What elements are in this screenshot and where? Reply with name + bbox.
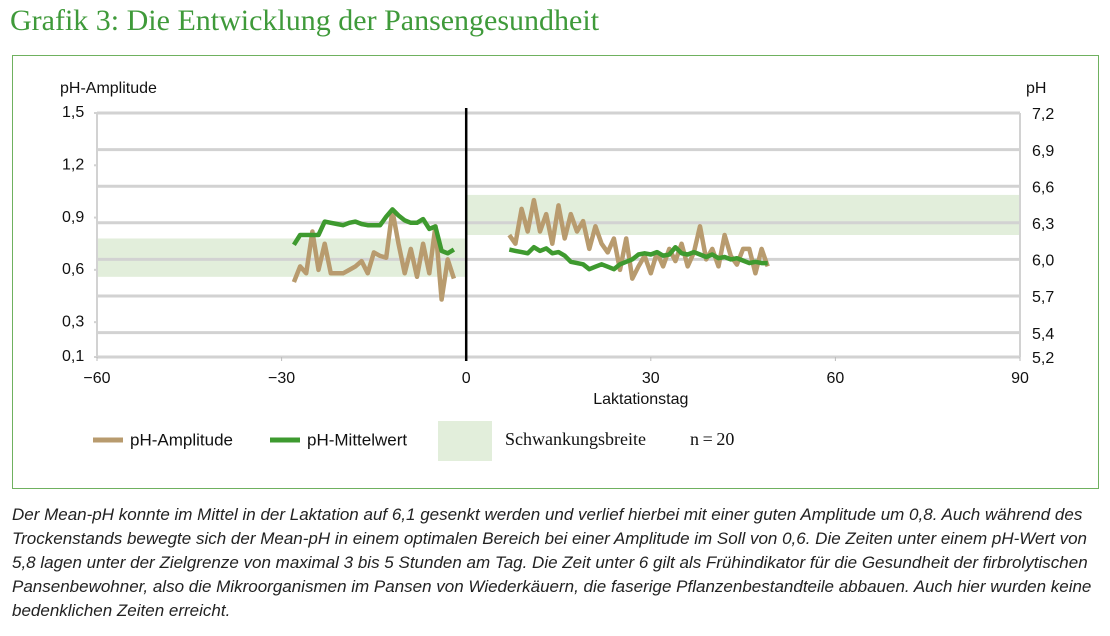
y2-tick-label: 6,9 [1032,143,1054,160]
legend-label: Schwankungsbreite [505,429,646,449]
x-tick-label: 90 [1011,370,1029,387]
y-tick-label: 1,5 [62,104,84,121]
x-tick-label: 60 [827,370,845,387]
legend-label: pH-Amplitude [130,430,233,449]
y2-tick-label: 6,3 [1032,216,1054,233]
y2-tick-label: 7,2 [1032,106,1054,123]
y-tick-label: 0,6 [62,261,84,278]
chart: 7,2 6,9 6,6 6,3 6,0 5,7 5,4 5,2 1,5 1,2 0,9 0,6 0,3 0… [60,80,1054,461]
y2-axis-label: pH [1026,80,1046,97]
y-axis-label: pH-Amplitude [60,80,157,97]
y-tick-label: 0,1 [62,348,84,365]
x-tick-label: −30 [268,370,295,387]
legend-label: pH-Mittelwert [307,430,407,449]
y2-tick-label: 5,2 [1032,350,1054,367]
y2-tick-label: 5,7 [1032,289,1054,306]
x-axis-label: Laktationstag [593,391,688,408]
chart-title: Grafik 3: Die Entwicklung der Pansengesu… [10,4,600,37]
series-line [291,207,456,256]
y2-tick-label: 5,4 [1032,326,1054,343]
series-line [507,197,770,281]
series-line [291,208,457,302]
y-tick-label: 1,2 [62,157,84,174]
annotation: n = 20 [690,429,734,449]
x-tick-label: 0 [462,370,471,387]
chart-frame [12,55,1099,489]
x-tick-label: 30 [642,370,660,387]
x-tick-label: −60 [83,370,110,387]
y-tick-label: 0,3 [62,313,84,330]
y2-tick-label: 6,0 [1032,253,1054,270]
y-tick-label: 0,9 [62,209,84,226]
caption: Der Mean-pH konnte im Mittel in der Lakt… [12,505,1092,620]
series-line [508,244,768,272]
y2-tick-label: 6,6 [1032,179,1054,196]
legend-swatch [438,421,492,461]
